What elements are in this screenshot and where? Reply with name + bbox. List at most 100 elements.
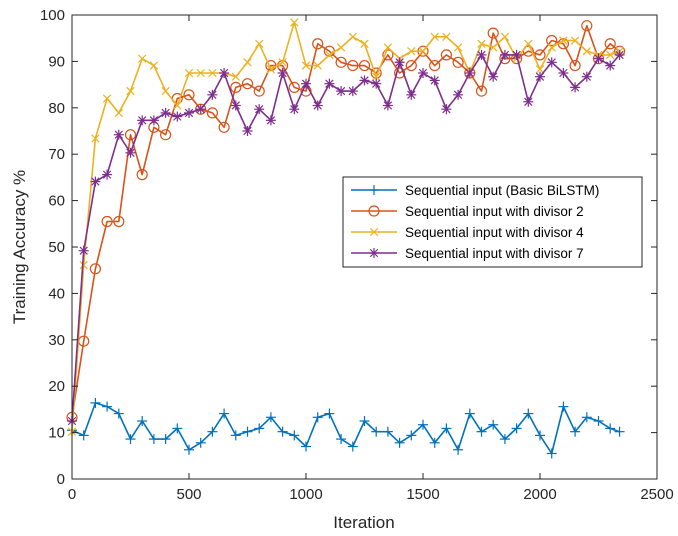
data-point bbox=[195, 437, 206, 448]
data-point bbox=[136, 169, 148, 181]
legend-label: Sequential input (Basic BiLSTM) bbox=[405, 183, 599, 198]
data-point bbox=[570, 82, 581, 93]
legend-entry-2: Sequential input with divisor 2 bbox=[351, 204, 584, 219]
data-point bbox=[382, 100, 393, 111]
data-point bbox=[569, 59, 581, 72]
data-point bbox=[499, 434, 510, 445]
data-point bbox=[113, 129, 124, 140]
data-point bbox=[161, 86, 170, 96]
data-point bbox=[476, 49, 487, 60]
data-point bbox=[336, 434, 347, 445]
data-point bbox=[582, 47, 591, 56]
data-point bbox=[114, 108, 123, 118]
data-point bbox=[149, 61, 159, 70]
legend-box bbox=[342, 176, 643, 268]
data-point bbox=[113, 408, 124, 419]
data-point bbox=[605, 423, 616, 434]
data-point bbox=[418, 68, 428, 78]
data-point bbox=[301, 61, 311, 70]
data-point bbox=[405, 59, 417, 72]
data-point bbox=[207, 89, 218, 100]
data-point bbox=[196, 68, 205, 78]
y-tick-label: 40 bbox=[48, 285, 65, 302]
data-point bbox=[429, 59, 441, 72]
data-point bbox=[219, 68, 230, 78]
data-point bbox=[523, 96, 534, 107]
data-point bbox=[301, 441, 311, 452]
y-tick-label: 10 bbox=[48, 425, 65, 442]
series-line bbox=[71, 21, 620, 432]
data-point bbox=[206, 107, 218, 119]
data-point bbox=[605, 60, 616, 71]
data-point bbox=[441, 104, 452, 115]
data-point bbox=[370, 67, 382, 79]
data-point bbox=[253, 85, 265, 97]
data-point bbox=[90, 176, 101, 187]
x-tick-label: 1500 bbox=[406, 486, 439, 503]
data-point bbox=[464, 68, 475, 78]
data-point bbox=[113, 215, 125, 228]
data-point bbox=[183, 89, 195, 101]
data-point bbox=[289, 104, 300, 115]
data-point bbox=[547, 43, 556, 52]
data-point bbox=[78, 245, 89, 256]
data-point bbox=[558, 68, 569, 78]
data-point bbox=[243, 58, 252, 67]
data-point bbox=[394, 57, 405, 68]
data-point bbox=[535, 65, 545, 74]
y-tick-label: 100 bbox=[40, 7, 65, 24]
legend: Sequential input (Basic BiLSTM) Sequentia… bbox=[342, 176, 643, 268]
data-point bbox=[464, 408, 475, 419]
data-point bbox=[324, 78, 335, 89]
data-point bbox=[581, 412, 592, 423]
data-point bbox=[207, 426, 218, 437]
series-4 bbox=[67, 49, 625, 426]
data-point bbox=[219, 408, 230, 419]
data-point bbox=[570, 36, 580, 45]
data-point bbox=[500, 32, 510, 41]
data-point bbox=[312, 38, 324, 50]
data-point bbox=[523, 408, 534, 419]
data-point bbox=[160, 434, 171, 445]
data-point bbox=[372, 72, 381, 81]
data-point bbox=[489, 43, 498, 52]
data-point bbox=[173, 101, 182, 110]
data-point bbox=[499, 49, 510, 60]
data-point bbox=[604, 38, 616, 50]
data-point bbox=[102, 169, 113, 180]
legend-entry-3: Sequential input with divisor 4 bbox=[351, 225, 584, 240]
data-point bbox=[488, 419, 499, 430]
data-point bbox=[371, 78, 382, 89]
data-point bbox=[593, 416, 604, 426]
data-point bbox=[324, 408, 335, 419]
data-point bbox=[277, 426, 288, 437]
data-point bbox=[487, 27, 499, 39]
data-point bbox=[254, 104, 265, 115]
x-tick-label: 2500 bbox=[640, 486, 673, 503]
data-point bbox=[558, 401, 569, 412]
data-point bbox=[254, 423, 265, 434]
data-point bbox=[148, 434, 159, 445]
data-point bbox=[126, 86, 135, 96]
data-point bbox=[137, 115, 148, 126]
data-point bbox=[382, 49, 394, 61]
data-point bbox=[184, 107, 194, 118]
data-point bbox=[160, 129, 172, 141]
data-point bbox=[91, 134, 100, 143]
data-point bbox=[440, 49, 452, 61]
data-point bbox=[230, 100, 241, 111]
data-point bbox=[138, 54, 147, 63]
data-point bbox=[242, 126, 253, 136]
data-point bbox=[90, 397, 101, 408]
data-point bbox=[406, 89, 417, 100]
data-point bbox=[371, 426, 382, 437]
data-point bbox=[266, 65, 276, 74]
series-line bbox=[71, 24, 621, 418]
y-tick-label: 20 bbox=[48, 378, 65, 395]
data-point bbox=[137, 416, 148, 426]
data-point bbox=[124, 129, 137, 141]
legend-entry-1: Sequential input (Basic BiLSTM) bbox=[351, 183, 599, 198]
data-point bbox=[125, 434, 136, 445]
series-1 bbox=[67, 397, 625, 459]
